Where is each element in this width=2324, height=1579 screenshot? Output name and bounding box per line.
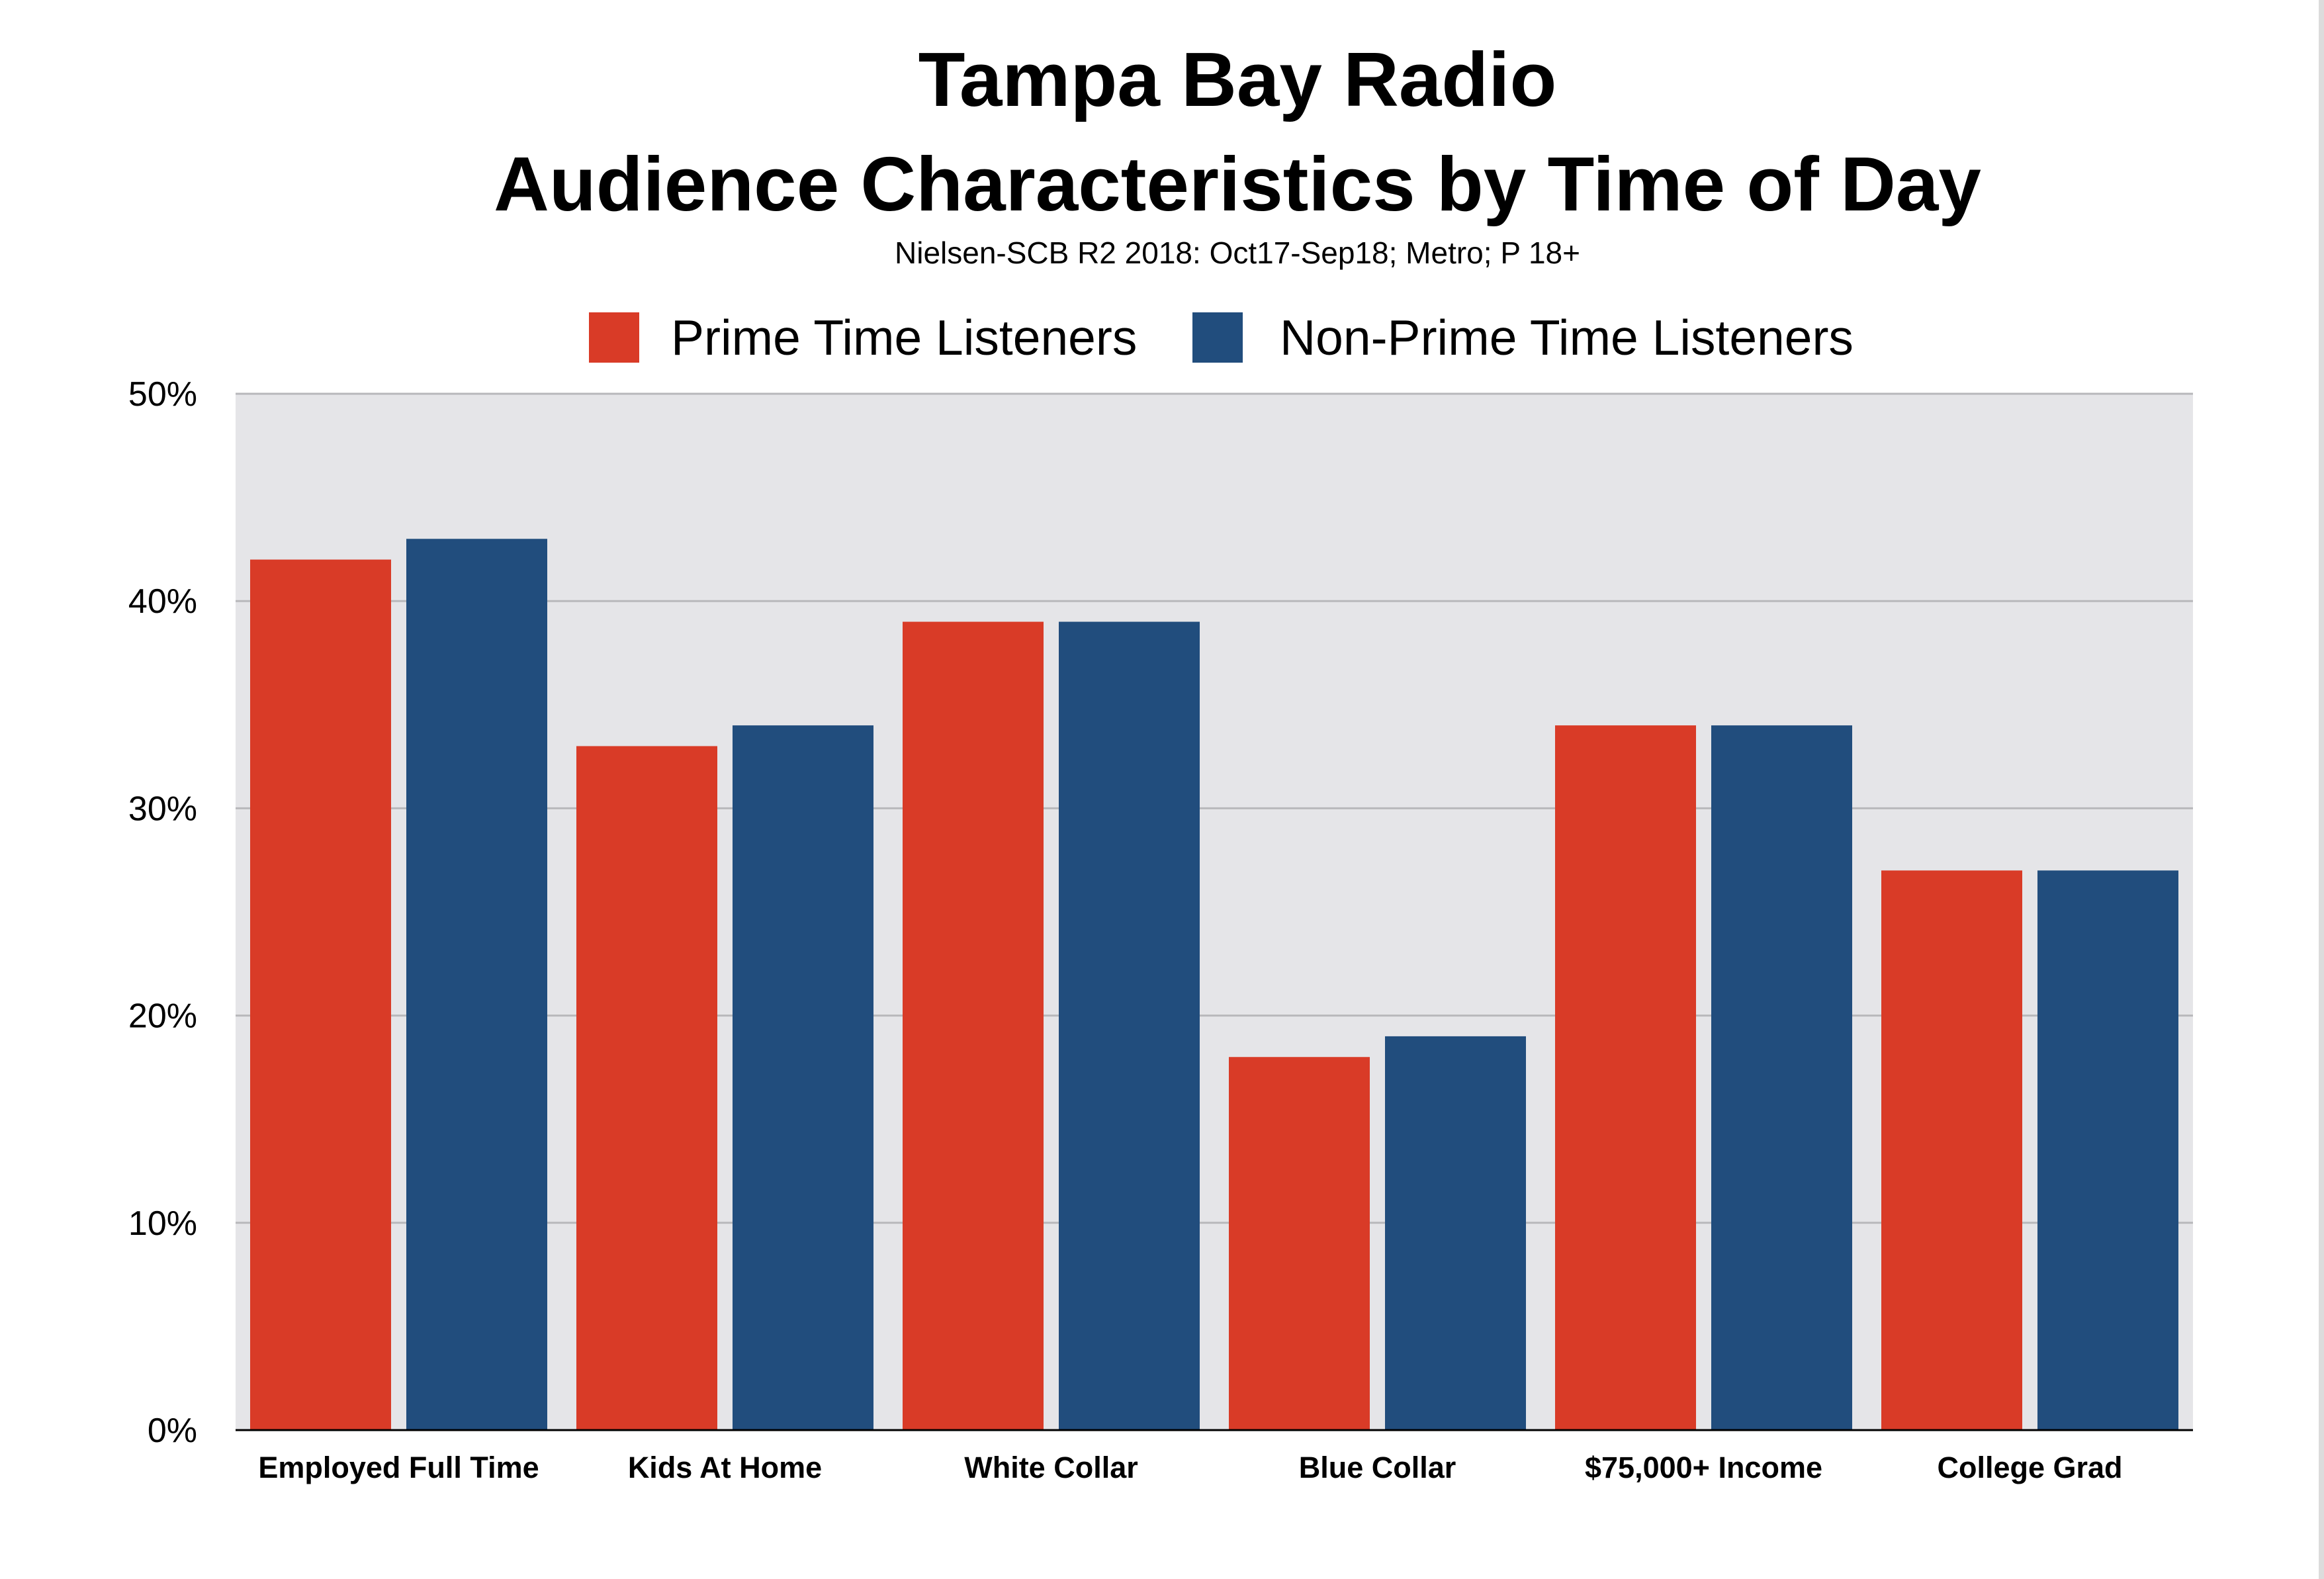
- y-tick-label: 40%: [128, 582, 197, 621]
- bar-non-prime: [733, 725, 873, 1430]
- x-category-label: College Grad: [1937, 1451, 2122, 1484]
- x-category-label: $75,000+ Income: [1585, 1451, 1822, 1484]
- chart-title-line-1: Tampa Bay Radio: [918, 36, 1557, 122]
- legend-swatch-non-prime: [1192, 312, 1243, 363]
- bar-non-prime: [1385, 1036, 1526, 1430]
- x-category-label: Blue Collar: [1299, 1451, 1456, 1484]
- chart-title-line-2: Audience Characteristics by Time of Day: [494, 141, 1981, 227]
- x-axis-labels: Employed Full Time Kids At Home White Coll…: [258, 1451, 2122, 1484]
- gridlines: [236, 392, 2193, 1224]
- bar-prime: [1555, 725, 1696, 1430]
- x-category-label: White Collar: [964, 1451, 1138, 1484]
- x-category-label: Kids At Home: [628, 1451, 822, 1484]
- bar-prime: [1229, 1057, 1370, 1430]
- y-tick-label: 10%: [128, 1204, 197, 1243]
- legend-swatch-prime: [589, 312, 639, 363]
- bar-non-prime: [2037, 870, 2178, 1430]
- y-tick-label: 0%: [148, 1412, 197, 1450]
- legend-label-non-prime: Non-Prime Time Listeners: [1280, 310, 1854, 365]
- y-tick-label: 30%: [128, 790, 197, 828]
- bars: [250, 539, 2178, 1430]
- plot-area: [236, 394, 2193, 1430]
- bar-non-prime: [406, 539, 547, 1430]
- bar-prime: [576, 746, 717, 1430]
- y-tick-label: 20%: [128, 997, 197, 1036]
- window-edge: [2319, 0, 2324, 1579]
- bar-prime: [250, 559, 391, 1430]
- bar-prime: [1881, 870, 2022, 1430]
- x-category-label: Employed Full Time: [258, 1451, 539, 1484]
- bar-non-prime: [1711, 725, 1852, 1430]
- y-tick-label: 50%: [128, 375, 197, 414]
- chart-subtitle: Nielsen-SCB R2 2018: Oct17-Sep18; Metro;…: [895, 236, 1580, 270]
- bar-prime: [903, 621, 1044, 1430]
- y-axis-ticks: 0% 10% 20% 30% 40% 50%: [128, 375, 197, 1450]
- bar-non-prime: [1059, 621, 1200, 1430]
- legend-label-prime: Prime Time Listeners: [671, 310, 1137, 365]
- chart-legend: Prime Time Listeners Non-Prime Time List…: [589, 310, 1854, 365]
